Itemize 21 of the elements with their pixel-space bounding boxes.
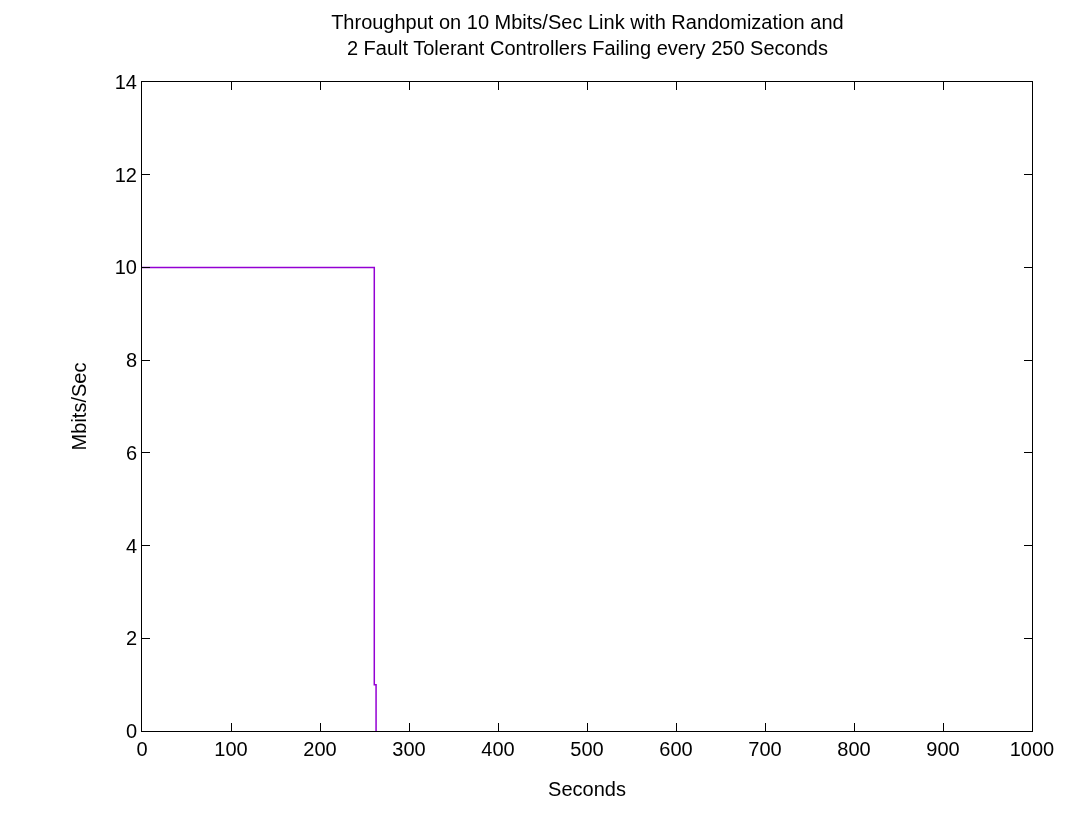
chart-title: Throughput on 10 Mbits/Sec Link with Randomization and 2 Fault Tolerant Controllers Failing every 250 Seconds [331, 11, 844, 60]
x-tick-label: 800 [837, 738, 871, 760]
y-tick-label: 2 [125, 627, 137, 650]
x-tick-label: 500 [570, 738, 604, 760]
y-tick-label: 6 [125, 441, 137, 464]
y-tick-label: 10 [114, 256, 137, 279]
x-tick-label: 700 [748, 738, 782, 760]
y-axis-title: Mbits/Sec [68, 362, 91, 451]
x-tick-label: 1000 [1009, 738, 1055, 760]
y-tick-label: 4 [125, 534, 137, 557]
x-tick-label: 400 [481, 738, 515, 760]
y-tick-label: 14 [114, 71, 137, 93]
x-tick-label: 200 [303, 738, 337, 760]
x-tick-label: 300 [392, 738, 426, 760]
y-tick-label: 0 [125, 720, 137, 742]
x-tick-label: 600 [659, 738, 693, 760]
x-tick-label: 900 [926, 738, 960, 760]
y-tick-label: 12 [114, 163, 137, 186]
x-tick-label: 100 [214, 738, 248, 760]
y-tick-label: 8 [125, 349, 137, 372]
x-axis-title: Seconds [548, 777, 626, 800]
